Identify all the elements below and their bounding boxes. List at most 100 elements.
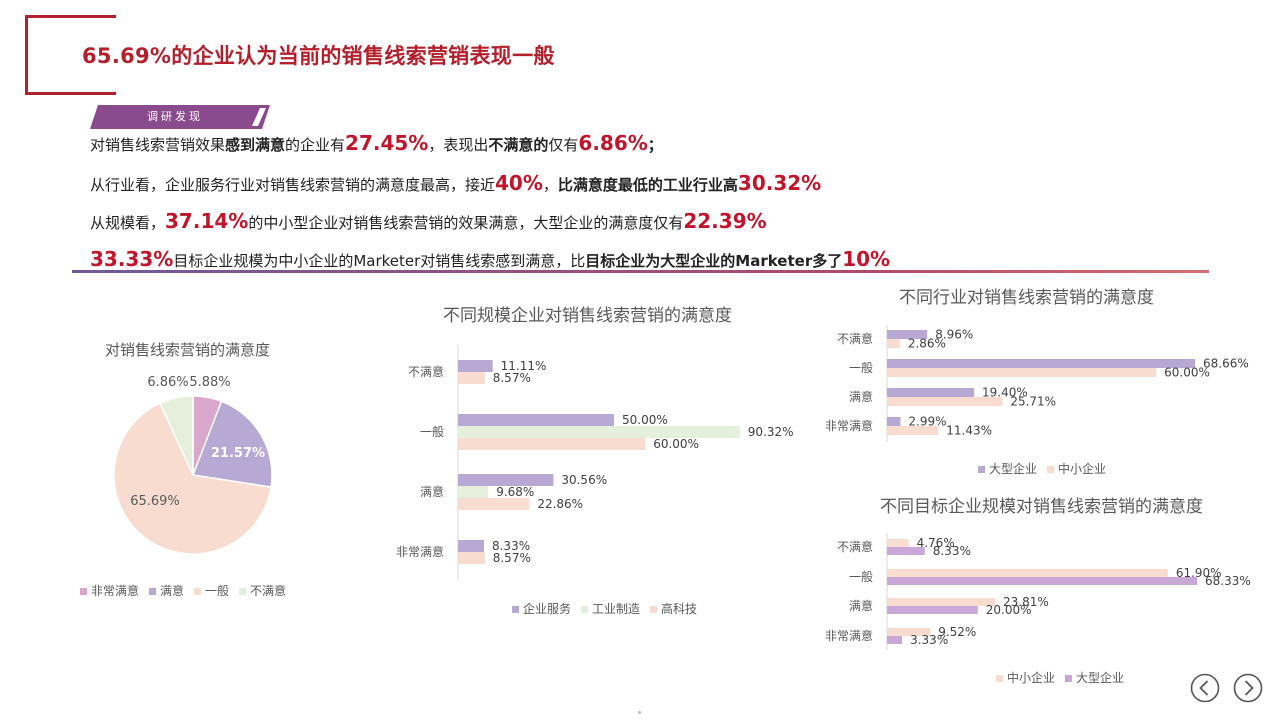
bar-data-label: 8.33% (933, 544, 971, 558)
category-tick-label: 非常满意 (396, 544, 444, 559)
findings-tag-label: 调研发现 (147, 110, 203, 123)
bar-data-label: 4.76% (917, 536, 955, 550)
bar (458, 474, 554, 486)
legend-label: 大型企业 (989, 462, 1038, 476)
highlight-figure: 6.86% (578, 131, 648, 155)
pie-data-label: 21.57% (211, 446, 265, 461)
bar-data-label: 68.66% (1203, 357, 1249, 371)
chevron-left-circle-icon (1190, 673, 1220, 703)
bar (458, 426, 740, 438)
legend-swatch (1065, 675, 1073, 682)
finding-line: 33.33%目标企业规模为中小企业的Marketer对销售线索感到满意，比目标企… (90, 247, 890, 271)
bar-data-label: 8.33% (492, 539, 530, 553)
category-tick-label: 满意 (420, 484, 444, 499)
bar-data-label: 11.43% (946, 424, 992, 438)
category-tick-label: 满意 (849, 598, 873, 613)
bar-data-label: 20.00% (986, 603, 1032, 617)
section-divider (72, 270, 1209, 273)
legend-item: 大型企业 (1065, 671, 1124, 685)
finding-line: 对销售线索营销效果感到满意的企业有27.45%，表现出不满意的仅有6.86%； (90, 131, 663, 155)
size-chart-title: 不同规模企业对销售线索营销的满意度 (443, 306, 732, 326)
finding-line: 从行业看，企业服务行业对销售线索营销的满意度最高，接近40%，比满意度最低的工业… (90, 171, 821, 195)
bar-data-label: 60.00% (1164, 366, 1210, 380)
body-text: 对销售线索营销效果 (90, 136, 226, 154)
body-text: 的中小型企业对销售线索营销的效果满意，大型企业的满意度仅有 (248, 214, 684, 232)
bar (887, 330, 928, 339)
target-chart-title: 不同目标企业规模对销售线索营销的满意度 (880, 497, 1203, 517)
size-bar-chart: 不满意 11.11%8.57%一般50.00%90.32%60.00%满意30.5… (396, 345, 794, 580)
pie-chart: 5.88% 21.57% 65.69% 6.86% (113, 375, 273, 555)
category-tick-label: 满意 (849, 389, 873, 404)
bar (887, 388, 975, 397)
legend-swatch (149, 588, 157, 595)
bar (887, 606, 978, 614)
industry-chart-title: 不同行业对销售线索营销的满意度 (899, 288, 1154, 308)
bar-data-label: 8.57% (493, 551, 531, 565)
body-text: 目标企业规模为中小企业的Marketer对销售线索感到满意，比 (173, 252, 586, 270)
bar-data-label: 9.52% (938, 625, 976, 639)
bar-data-label: 19.40% (982, 386, 1028, 400)
bracket-mask (60, 30, 120, 82)
bar (887, 417, 901, 426)
body-text: 从行业看，企业服务行业对销售线索营销的满意度最高，接近 (90, 176, 496, 194)
legend-label: 中小企业 (1058, 462, 1107, 476)
legend-item: 中小企业 (1047, 462, 1106, 476)
page-title: 65.69%的企业认为当前的销售线索营销表现一般 (82, 44, 555, 68)
page-indicator-dot (638, 711, 641, 714)
category-tick-label: 一般 (849, 569, 873, 584)
pie-data-label: 65.69% (130, 494, 180, 509)
bar-data-label: 60.00% (653, 437, 699, 451)
legend-swatch (581, 606, 589, 613)
bar-data-label: 90.32% (748, 425, 794, 439)
legend-item: 大型企业 (978, 462, 1037, 476)
legend-label: 一般 (205, 584, 230, 598)
pie-chart-title: 对销售线索营销的满意度 (105, 341, 271, 359)
bar-data-label: 68.33% (1205, 574, 1251, 588)
category-tick-label: 不满意 (408, 364, 444, 379)
title-bracket-decoration (25, 15, 116, 95)
bar (887, 598, 996, 606)
bar (458, 372, 485, 384)
legend-swatch (978, 466, 985, 473)
legend-swatch (650, 606, 658, 613)
next-slide-button[interactable] (1233, 673, 1263, 703)
size-chart-legend: 企业服务 工业制造 高科技 (512, 600, 707, 617)
legend-item: 一般 (194, 584, 229, 598)
legend-item: 中小企业 (996, 671, 1055, 685)
bar (458, 360, 493, 372)
bar-data-label: 61.90% (1176, 566, 1222, 580)
industry-chart-legend: 大型企业 中小企业 (978, 460, 1116, 477)
highlight-figure: 10% (842, 247, 891, 271)
bar (887, 628, 931, 636)
prev-slide-button[interactable] (1190, 673, 1220, 703)
category-tick-label: 一般 (849, 360, 873, 375)
pie-data-label: 6.86% (147, 375, 188, 390)
legend-label: 工业制造 (592, 602, 641, 616)
finding-line: 从规模看，37.14%的中小型企业对销售线索营销的效果满意，大型企业的满意度仅有… (90, 209, 767, 233)
legend-swatch (512, 606, 519, 613)
bar-data-label: 2.99% (908, 415, 946, 429)
legend-item: 企业服务 (512, 602, 571, 616)
bar-data-label: 30.56% (561, 473, 607, 487)
target-chart-legend: 中小企业 大型企业 (996, 669, 1134, 686)
bar (458, 498, 530, 510)
legend-label: 高科技 (661, 602, 698, 616)
bar-data-label: 8.96% (935, 328, 973, 342)
bar (887, 539, 909, 547)
bar (887, 359, 1195, 368)
bar (458, 486, 489, 498)
legend-item: 不满意 (239, 584, 286, 598)
legend-item: 满意 (149, 584, 184, 598)
bar (458, 438, 646, 450)
emphasis-text: 感到满意 (225, 136, 286, 154)
bar-data-label: 50.00% (622, 413, 668, 427)
bar-data-label: 9.68% (496, 485, 534, 499)
legend-label: 中小企业 (1007, 671, 1056, 685)
legend-swatch (239, 588, 247, 595)
bar-data-label: 23.81% (1003, 595, 1049, 609)
body-text: ，表现出 (428, 136, 489, 154)
body-text: 仅有 (548, 136, 579, 154)
emphasis-text: ； (647, 136, 663, 154)
